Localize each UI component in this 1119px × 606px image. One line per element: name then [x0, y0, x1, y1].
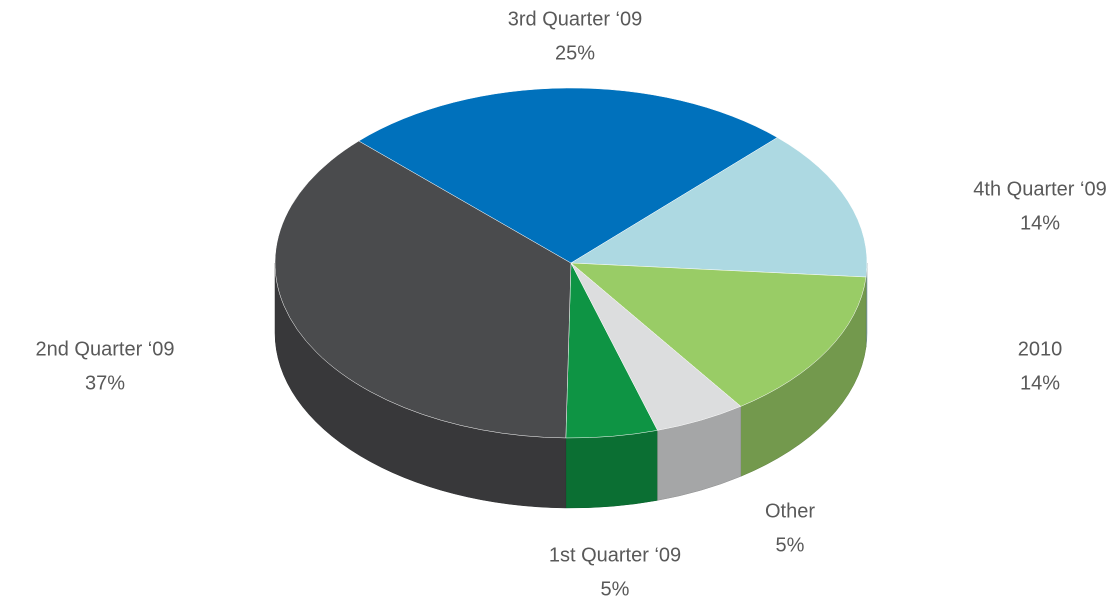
- slice-label: 2010: [1018, 338, 1063, 360]
- slice-label: 4th Quarter ‘09: [973, 178, 1106, 200]
- pie-slice: [358, 87, 778, 264]
- slice-value-label: 14%: [1020, 372, 1060, 394]
- pie-slice: [570, 137, 868, 278]
- slice-value-label: 5%: [601, 578, 630, 600]
- slice-label: Other: [765, 500, 815, 522]
- pie-slice: [570, 262, 742, 431]
- slice-value-label: 37%: [85, 372, 125, 394]
- pie-slice: [570, 262, 867, 407]
- pie-slice: [274, 140, 572, 439]
- slice-value-label: 25%: [555, 42, 595, 64]
- slice-label: 2nd Quarter ‘09: [36, 338, 175, 360]
- pie-side: [565, 430, 658, 509]
- slice-label: 3rd Quarter ‘09: [508, 8, 643, 30]
- slice-value-label: 5%: [776, 534, 805, 556]
- slice-label: 1st Quarter ‘09: [549, 544, 681, 566]
- slice-value-label: 14%: [1020, 212, 1060, 234]
